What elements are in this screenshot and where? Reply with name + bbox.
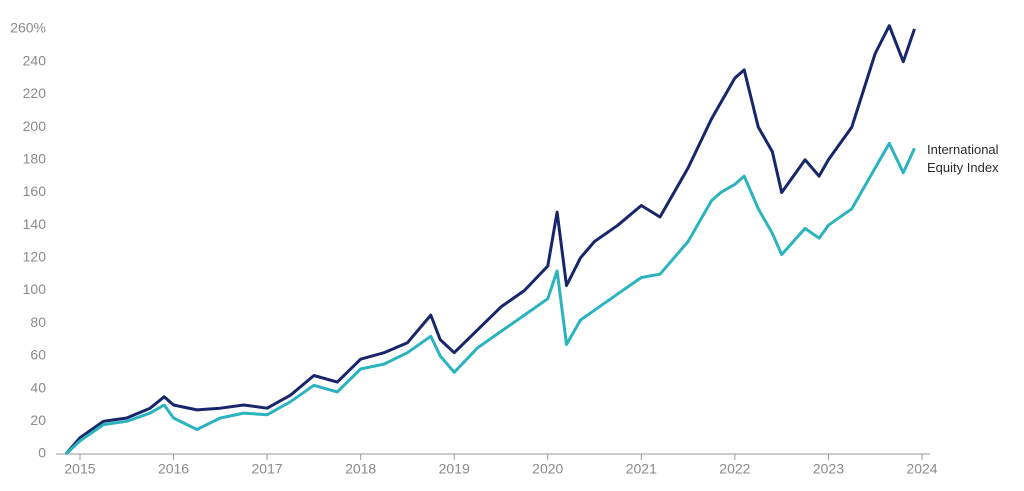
- y-tick-label: 100: [23, 281, 47, 297]
- x-tick-label: 2019: [439, 461, 470, 477]
- series-line: [64, 141, 916, 456]
- y-tick-label: 20: [30, 412, 46, 428]
- x-tick-label: 2020: [532, 461, 563, 477]
- x-tick-label: 2015: [64, 461, 95, 477]
- x-tick-label: 2024: [906, 461, 937, 477]
- y-tick-label: 120: [23, 249, 47, 265]
- y-tick-label: 260%: [10, 20, 46, 36]
- y-tick-label: 180: [23, 150, 47, 166]
- x-tick-label: 2023: [813, 461, 844, 477]
- x-tick-label: 2018: [345, 461, 376, 477]
- y-tick-label: 240: [23, 52, 47, 68]
- y-tick-label: 140: [23, 216, 47, 232]
- y-tick-label: 160: [23, 183, 47, 199]
- y-tick-label: 80: [30, 314, 46, 330]
- y-tick-label: 0: [38, 445, 46, 461]
- x-tick-label: 2016: [158, 461, 189, 477]
- series-label: International Equity Index: [927, 142, 999, 175]
- x-tick-label: 2021: [626, 461, 657, 477]
- y-tick-label: 200: [23, 118, 47, 134]
- y-tick-label: 40: [30, 379, 46, 395]
- series-line: [64, 24, 916, 455]
- x-tick-label: 2022: [719, 461, 750, 477]
- y-tick-label: 220: [23, 85, 47, 101]
- y-tick-label: 60: [30, 347, 46, 363]
- x-tick-label: 2017: [252, 461, 283, 477]
